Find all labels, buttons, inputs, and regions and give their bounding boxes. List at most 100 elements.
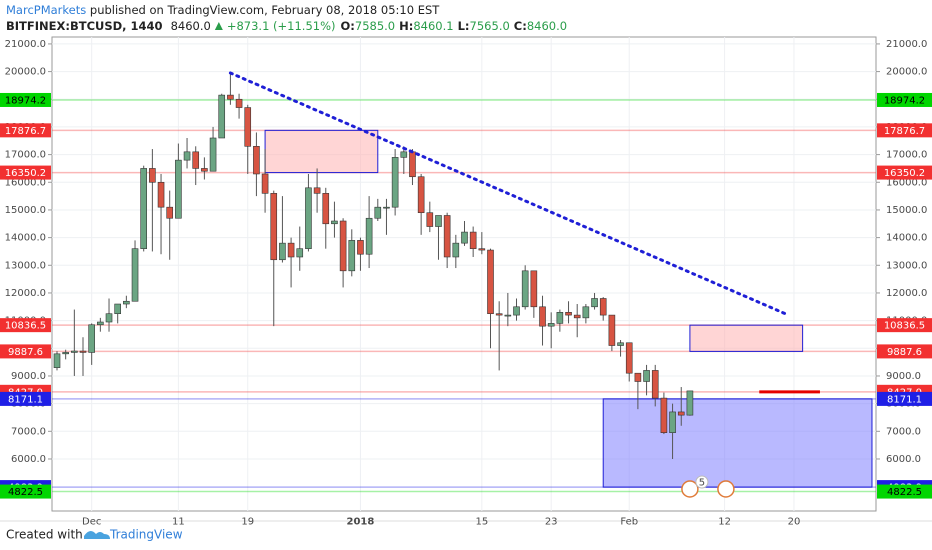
- candle-body: [391, 157, 399, 208]
- level-label: 4822.5: [887, 487, 922, 498]
- event-icon: [717, 480, 735, 498]
- level-label: 9887.6: [8, 347, 43, 358]
- y-tick-label: 7000.0: [886, 426, 921, 437]
- level-tag: [877, 123, 932, 138]
- level-label: 16350.2: [884, 168, 925, 179]
- ohlc-key: O:: [341, 19, 355, 33]
- candle-body: [88, 324, 95, 353]
- y-tick-label: 7000.0: [11, 426, 46, 437]
- y-tick-label: 17000.0: [5, 150, 46, 161]
- candle-body: [105, 313, 113, 323]
- ohlc-value: 7565.0: [470, 19, 510, 33]
- y-tick-label: 9000.0: [886, 371, 921, 382]
- level-tag: [877, 391, 932, 406]
- level-tag: [877, 165, 932, 180]
- publish-line: MarcPMarkets published on TradingView.co…: [6, 3, 440, 17]
- ohlc-key: L:: [458, 19, 470, 33]
- candle-body: [97, 321, 104, 326]
- y-tick-label: 16000.0: [886, 177, 927, 188]
- ohlc-key: H:: [399, 19, 413, 33]
- level-label: 17876.7: [884, 126, 925, 137]
- level-tag: [877, 318, 932, 333]
- candle-body: [365, 217, 373, 255]
- level-label: 8171.1: [887, 394, 922, 405]
- ohlc-value: 8460.1: [413, 19, 453, 33]
- y-tick-label: 20000.0: [886, 67, 927, 78]
- y-tick-label: 14000.0: [5, 233, 46, 244]
- x-tick-label: 23: [545, 517, 558, 528]
- level-label: 9887.6: [887, 347, 922, 358]
- candle-body: [617, 342, 624, 346]
- up-arrow: [214, 22, 223, 30]
- candle-body: [504, 314, 512, 317]
- candle-body: [149, 168, 156, 183]
- y-tick-label: 21000.0: [5, 39, 46, 50]
- candle-body: [625, 342, 633, 374]
- candle-body: [313, 187, 321, 194]
- ohlc-key: C:: [514, 19, 527, 33]
- candle-body: [669, 411, 676, 433]
- candle-body: [339, 220, 347, 272]
- candle-body: [530, 270, 538, 308]
- candle-body: [201, 168, 208, 172]
- y-tick-label: 20000.0: [5, 67, 46, 78]
- candle-body: [183, 151, 191, 161]
- candle-body: [643, 370, 650, 382]
- candle-body: [270, 193, 278, 261]
- y-tick-label: 9000.0: [11, 371, 46, 382]
- candle-body: [417, 176, 425, 214]
- candle-body: [114, 303, 121, 315]
- candle-body: [539, 306, 546, 327]
- level-label: 10836.5: [5, 321, 46, 332]
- x-tick-label: Dec: [82, 517, 101, 528]
- candle-body: [461, 231, 468, 244]
- candle-body: [634, 372, 642, 382]
- candle-body: [322, 193, 330, 225]
- candle-body: [279, 242, 286, 261]
- level-tag: [0, 344, 51, 359]
- candle-body: [409, 151, 416, 178]
- candle-body: [591, 298, 598, 308]
- candle-body: [383, 206, 390, 209]
- footer-created: Created with: [6, 528, 83, 542]
- candle-body: [556, 312, 564, 324]
- candle-body: [547, 323, 555, 327]
- candle-body: [296, 248, 304, 258]
- candle-body: [495, 313, 503, 316]
- y-tick-label: 14000.0: [886, 233, 927, 244]
- y-tick-label: 13000.0: [5, 260, 46, 271]
- level-tag: [877, 344, 932, 359]
- level-label: 16350.2: [5, 168, 46, 179]
- level-tag: [0, 165, 51, 180]
- x-tick-label: Feb: [620, 517, 638, 528]
- candle-body: [244, 107, 252, 147]
- x-tick-label: 2018: [347, 517, 375, 528]
- candle-body: [287, 242, 295, 258]
- y-tick-label: 15000.0: [886, 205, 927, 216]
- level-tag: [0, 123, 51, 138]
- level-label: 10836.5: [884, 321, 925, 332]
- level-tag: [0, 391, 51, 406]
- candle-body: [452, 242, 460, 258]
- candle-body: [209, 137, 217, 172]
- x-tick-label: 15: [475, 517, 488, 528]
- y-tick-label: 17000.0: [886, 150, 927, 161]
- ohlc-value: 7585.0: [355, 19, 395, 33]
- author: MarcPMarkets: [6, 3, 86, 17]
- tradingview-logo: [84, 530, 110, 539]
- y-tick-label: 6000.0: [11, 454, 46, 465]
- candle-body: [331, 220, 338, 225]
- x-tick-label: 11: [172, 517, 185, 528]
- candle-body: [305, 187, 312, 249]
- y-tick-label: 21000.0: [886, 39, 927, 50]
- candle-body: [62, 352, 69, 355]
- candle-body: [175, 159, 182, 219]
- y-tick-label: 12000.0: [5, 288, 46, 299]
- candle-body: [140, 168, 147, 249]
- candle-body: [357, 240, 364, 255]
- candle-body: [235, 98, 243, 108]
- plot-frame: [51, 36, 877, 512]
- candle-body: [487, 249, 494, 315]
- candle-body: [53, 353, 61, 368]
- zone: [602, 398, 873, 488]
